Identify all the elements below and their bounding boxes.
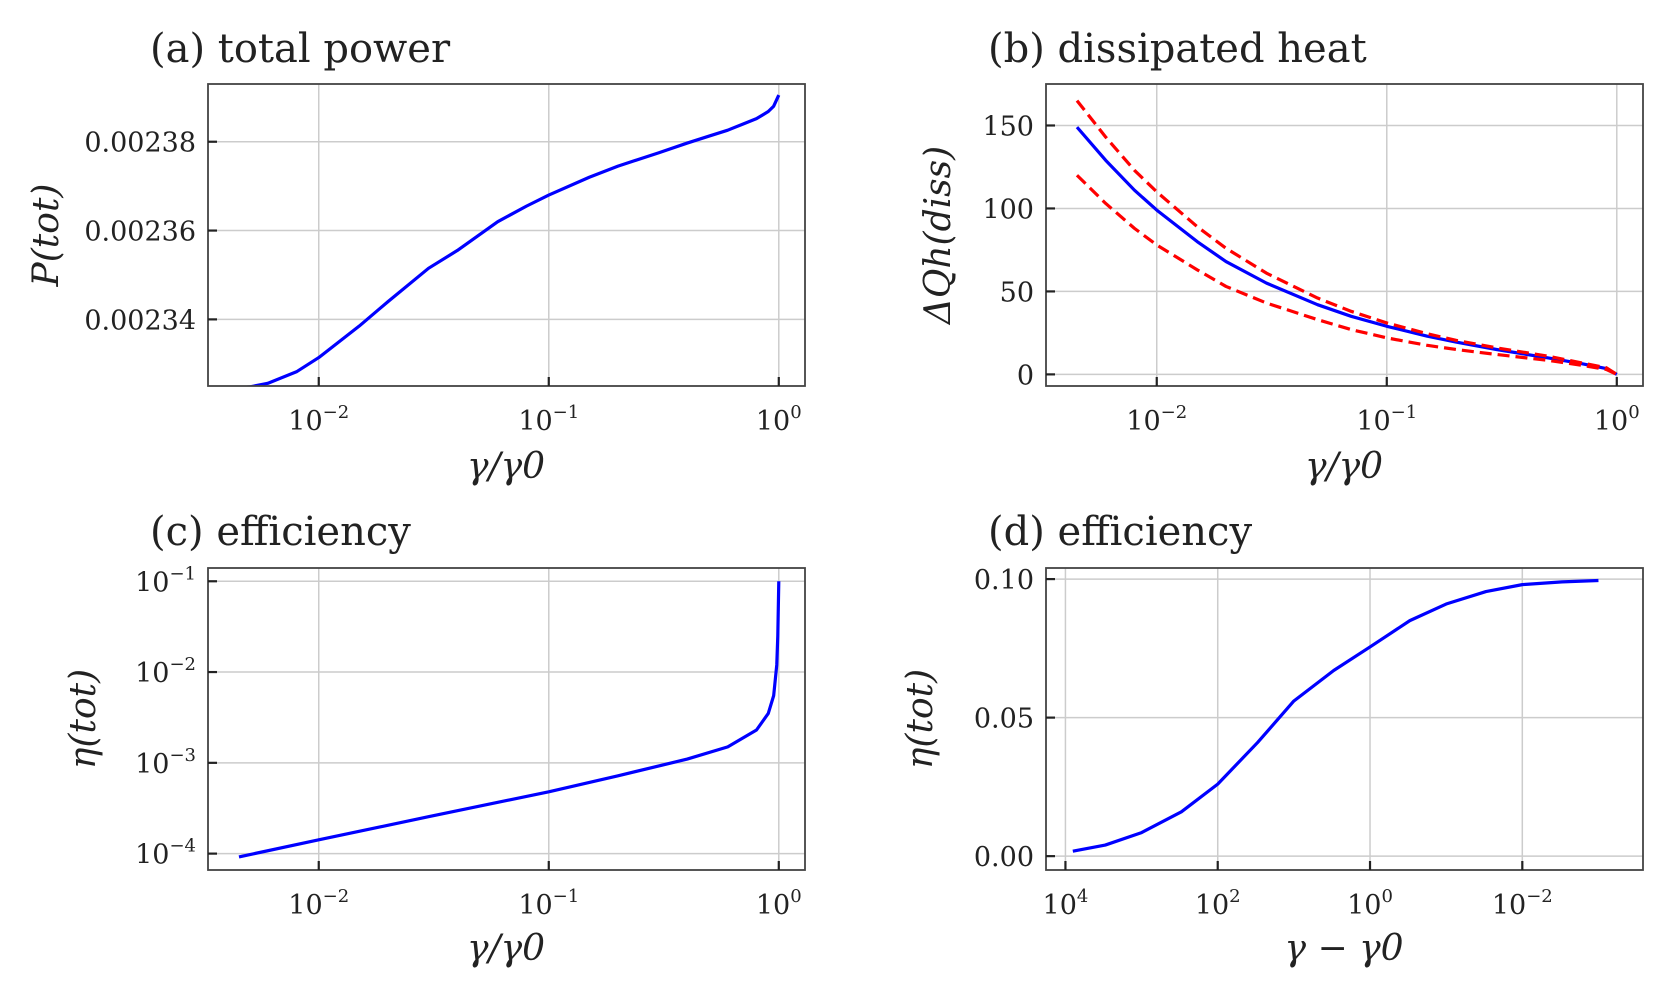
panel-c-series-0 bbox=[238, 581, 781, 859]
panel-b-xlabel: γ/γ0 bbox=[1305, 446, 1383, 487]
panel-b: (b) dissipated heat 10−2 10−1 100 0 50 100 150… bbox=[918, 26, 1644, 487]
panel-c-xtick-label-1: 10−1 bbox=[518, 886, 579, 921]
panel-d-ylabel: η(tot) bbox=[900, 669, 941, 769]
panel-a: (a) total power 10−2 10−1 100 0.00234 0.0023… bbox=[26, 26, 806, 487]
panel-a-frame bbox=[207, 83, 806, 387]
panel-b-xtick-label-0: 10−2 bbox=[1126, 402, 1187, 437]
panel-b-series-1 bbox=[1075, 99, 1618, 376]
panel-a-xtick-label-1: 10−1 bbox=[518, 402, 579, 437]
panel-d-plot: 104 102 100 10−2 0.00 0.05 0.10 bbox=[974, 565, 1644, 921]
panel-a-xtick-label-2: 100 bbox=[756, 402, 802, 437]
panel-a-plot: 10−2 10−1 100 0.00234 0.00236 0.00238 bbox=[84, 83, 806, 437]
panel-b-ylabel: ΔQh(diss) bbox=[918, 146, 959, 326]
panel-a-ytick-label-0: 0.00234 bbox=[84, 305, 196, 336]
panel-d-title: (d) efficiency bbox=[988, 509, 1252, 555]
panel-d-xlabel: γ − γ0 bbox=[1285, 928, 1404, 969]
panel-c-ytick-label-2: 10−2 bbox=[135, 654, 196, 689]
panel-b-ytick-label-0: 0 bbox=[1017, 360, 1034, 391]
panel-b-ytick-label-1: 50 bbox=[1000, 277, 1034, 308]
panel-c-xtick-label-2: 100 bbox=[756, 886, 802, 921]
panel-d: (d) efficiency 104 102 100 10−2 0.00 0.05 0.10… bbox=[900, 509, 1644, 969]
panel-b-ytick-label-2: 100 bbox=[982, 194, 1034, 225]
panel-b-frame bbox=[1045, 83, 1644, 387]
panel-a-xtick-label-0: 10−2 bbox=[288, 402, 349, 437]
panel-c-ytick-label-1: 10−3 bbox=[135, 745, 196, 780]
panel-a-title: (a) total power bbox=[150, 26, 451, 72]
panel-d-xtick-label-1: 102 bbox=[1195, 886, 1241, 921]
panel-d-ytick-label-0: 0.00 bbox=[974, 842, 1034, 873]
panel-c-frame bbox=[207, 567, 806, 871]
panel-d-series-0 bbox=[1072, 578, 1599, 853]
panel-a-ytick-label-2: 0.00238 bbox=[84, 128, 196, 159]
panel-a-ylabel: P(tot) bbox=[26, 184, 67, 288]
panel-d-xtick-label-3: 10−2 bbox=[1492, 886, 1553, 921]
panel-a-series-0 bbox=[241, 94, 781, 386]
panel-b-xtick-label-1: 10−1 bbox=[1356, 402, 1417, 437]
panel-b-series-2 bbox=[1075, 174, 1618, 376]
panel-c-plot: 10−2 10−1 100 10−4 10−3 10−2 10−1 bbox=[135, 563, 806, 921]
panel-d-ytick-label-2: 0.10 bbox=[974, 565, 1034, 596]
panel-c-xlabel: γ/γ0 bbox=[467, 928, 545, 969]
panel-a-xlabel: γ/γ0 bbox=[467, 446, 545, 487]
panel-c: (c) efficiency 10−2 10−1 10010−410−310−210… bbox=[63, 509, 806, 969]
panel-b-title: (b) dissipated heat bbox=[988, 26, 1367, 72]
panel-c-ylabel: η(tot) bbox=[63, 669, 104, 769]
panel-b-ytick-label-3: 150 bbox=[982, 111, 1034, 142]
panel-c-title: (c) efficiency bbox=[150, 509, 411, 555]
panel-c-ytick-label-3: 10−1 bbox=[135, 563, 196, 598]
panel-d-ytick-label-1: 0.05 bbox=[974, 704, 1034, 735]
panel-d-xtick-label-2: 100 bbox=[1347, 886, 1393, 921]
panel-c-xtick-label-0: 10−2 bbox=[288, 886, 349, 921]
panel-a-ytick-label-1: 0.00236 bbox=[84, 217, 196, 248]
panel-d-xtick-label-0: 104 bbox=[1043, 886, 1089, 921]
panel-d-frame bbox=[1045, 567, 1644, 871]
panel-c-ytick-label-0: 10−4 bbox=[135, 836, 196, 871]
panel-b-xtick-label-2: 100 bbox=[1594, 402, 1640, 437]
panel-b-plot: 10−2 10−1 100 0 50 100 150 bbox=[982, 83, 1644, 437]
